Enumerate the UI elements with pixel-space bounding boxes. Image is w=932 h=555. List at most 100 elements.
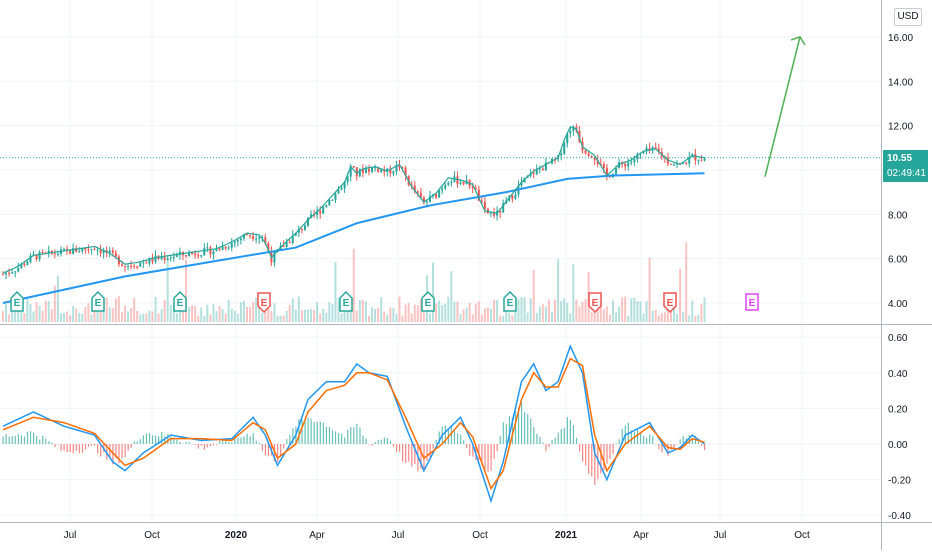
volume-bar <box>181 309 184 322</box>
candle-body <box>47 250 50 253</box>
candle-body <box>194 253 197 256</box>
volume-bar <box>29 303 32 322</box>
osc-tick-label: 0.00 <box>888 440 908 451</box>
volume-bar <box>544 306 547 322</box>
histogram-bar <box>585 444 587 466</box>
volume-bar <box>331 304 334 322</box>
earnings-marker-label: E <box>667 298 674 309</box>
histogram-bar <box>621 428 623 444</box>
histogram-bar <box>63 444 65 451</box>
candle-body <box>651 146 654 151</box>
candle-body <box>69 250 72 254</box>
histogram-bar <box>578 444 581 452</box>
volume-bar <box>605 306 608 322</box>
volume-bar <box>358 300 361 322</box>
projection-arrow-head <box>790 36 806 46</box>
candle-body <box>520 182 523 186</box>
histogram-bar <box>203 444 205 450</box>
volume-bar <box>459 313 462 322</box>
candle-body <box>343 182 346 189</box>
short-average-line <box>2 125 705 274</box>
candle-body <box>136 266 139 268</box>
volume-bar <box>541 304 544 322</box>
currency-badge[interactable]: USD <box>894 8 922 26</box>
candle-body <box>93 249 96 251</box>
volume-bar <box>233 310 236 322</box>
histogram-bar <box>649 434 651 444</box>
volume-bar <box>551 311 553 322</box>
histogram-bar <box>90 444 93 446</box>
volume-bar <box>87 303 90 322</box>
volume-bars <box>2 242 706 322</box>
volume-bar <box>371 307 374 322</box>
candle-body <box>700 160 703 162</box>
volume-bar <box>322 308 325 322</box>
volume-bar <box>239 302 242 322</box>
earnings-marker-icon <box>503 290 517 312</box>
earnings-marker-icon <box>421 290 435 312</box>
time-tick-label: Oct <box>144 530 160 541</box>
candle-body <box>386 168 389 172</box>
candle-body <box>209 247 212 255</box>
candle-body <box>35 254 38 260</box>
histogram-bar <box>560 429 562 444</box>
volume-bar <box>636 301 639 322</box>
histogram-bar <box>377 439 379 444</box>
histogram-bar <box>161 431 163 444</box>
histogram-bar <box>292 428 294 444</box>
histogram-bar <box>338 433 340 444</box>
time-tick-label: 2020 <box>225 530 248 541</box>
volume-bar <box>447 296 450 322</box>
volume-bar <box>230 308 233 322</box>
candle-body <box>75 248 78 252</box>
histogram-bar <box>139 439 141 444</box>
volume-bar <box>5 304 8 322</box>
histogram-bar <box>350 427 352 444</box>
volume-bar <box>215 311 218 322</box>
histogram-bar <box>148 433 151 444</box>
histogram-bar <box>493 444 495 460</box>
histogram-bar <box>280 444 282 457</box>
volume-bar <box>584 299 587 322</box>
candle-body <box>163 257 166 260</box>
candle-body <box>615 168 618 174</box>
volume-bar <box>178 307 181 322</box>
candle-body <box>477 189 480 201</box>
histogram-bar <box>453 430 456 444</box>
candle-body <box>395 165 398 172</box>
volume-bar <box>416 305 419 322</box>
histogram-bar <box>29 431 32 444</box>
volume-bar <box>124 305 126 322</box>
volume-bar <box>105 297 108 322</box>
volume-bar <box>590 312 593 322</box>
histogram-bar <box>530 418 532 444</box>
histogram-bar <box>374 441 376 444</box>
candle-body <box>175 254 178 257</box>
volume-bar <box>334 262 337 322</box>
candle-body <box>685 162 688 164</box>
candle-body <box>56 253 59 255</box>
volume-bar <box>374 308 377 322</box>
histogram-bar <box>566 416 568 444</box>
histogram-bar <box>219 440 221 444</box>
volume-bar <box>471 314 474 322</box>
candle-body <box>26 262 29 266</box>
histogram-bar <box>630 430 632 444</box>
volume-bar <box>145 313 148 322</box>
histogram-bar <box>371 444 373 446</box>
histogram-bar <box>130 444 132 448</box>
histogram-bar <box>618 439 620 444</box>
histogram-bar <box>682 435 684 444</box>
volume-bar <box>404 304 407 322</box>
volume-bar <box>252 301 255 322</box>
volume-bar <box>566 302 569 322</box>
volume-bar <box>419 299 422 322</box>
histogram-bar <box>539 436 541 444</box>
osc-tick-label: 0.40 <box>888 369 908 380</box>
histogram-bar <box>252 433 254 444</box>
volume-bar <box>325 312 328 322</box>
candle-body <box>29 255 32 263</box>
volume-bar <box>72 306 75 322</box>
